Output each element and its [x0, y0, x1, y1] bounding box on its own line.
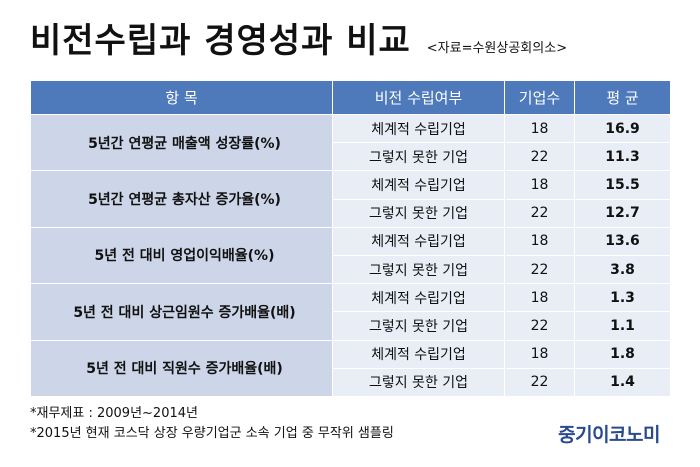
table-row: 5년간 연평균 매출액 성장률(%) 체계적 수립기업 18 16.9	[30, 113, 671, 172]
item-label: 5년 전 대비 영업이익배율(%)	[30, 226, 333, 285]
header-vision: 비전 수립여부	[332, 80, 505, 115]
vision-status: 체계적 수립기업	[332, 339, 505, 369]
table-row: 그렇지 못한 기업 22 11.3	[31, 142, 671, 172]
comparison-table: 항 목 비전 수립여부 기업수 평 균 5년간 연평균 매출액 성장률(%) 체…	[30, 80, 671, 397]
average-value: 1.1	[574, 311, 671, 341]
average-value: 1.4	[574, 367, 671, 397]
average-value: 15.5	[574, 170, 671, 200]
table-row: 5년 전 대비 상근임원수 증가배율(배) 체계적 수립기업 18 1.3	[30, 283, 671, 341]
average-value: 12.7	[574, 198, 671, 228]
vision-status: 체계적 수립기업	[332, 283, 505, 313]
source-label: <자료=수원상공회의소>	[426, 41, 568, 56]
publisher-logo: 중기이코노미	[558, 424, 660, 446]
average-value: 1.3	[574, 283, 671, 313]
title-bar: 비전수립과 경영성과 비교 <자료=수원상공회의소>	[30, 14, 567, 68]
company-count: 22	[504, 198, 575, 228]
company-count: 22	[504, 311, 575, 341]
page-title: 비전수립과 경영성과 비교	[30, 21, 411, 61]
table-row: 그렇지 못한 기업 22 1.4	[31, 367, 671, 397]
vision-status: 체계적 수립기업	[332, 226, 505, 256]
item-label: 5년 전 대비 직원수 증가배율(배)	[30, 339, 333, 397]
table-header-row: 항 목 비전 수립여부 기업수 평 균	[30, 80, 671, 115]
header-count: 기업수	[504, 80, 575, 115]
vision-status: 체계적 수립기업	[332, 170, 505, 200]
vision-status: 그렇지 못한 기업	[332, 367, 505, 397]
vision-status: 체계적 수립기업	[332, 113, 505, 144]
item-label: 5년간 연평균 매출액 성장률(%)	[30, 113, 333, 172]
company-count: 18	[504, 170, 575, 200]
footnotes: *재무제표 : 2009년~2014년 *2015년 현재 코스닥 상장 우량기…	[30, 404, 394, 444]
company-count: 18	[504, 226, 575, 256]
footnote-sample: *2015년 현재 코스닥 상장 우량기업군 소속 기업 중 무작위 샘플링	[30, 426, 394, 441]
item-label: 5년 전 대비 상근임원수 증가배율(배)	[30, 283, 333, 341]
table-row: 5년간 연평균 총자산 증가율(%) 체계적 수립기업 18 15.5	[30, 170, 671, 228]
average-value: 16.9	[574, 113, 671, 144]
table-row: 5년 전 대비 영업이익배율(%) 체계적 수립기업 18 13.6	[30, 226, 671, 285]
header-item: 항 목	[30, 80, 333, 115]
average-value: 1.8	[574, 339, 671, 369]
vision-status: 그렇지 못한 기업	[332, 254, 505, 285]
average-value: 11.3	[574, 142, 671, 172]
company-count: 18	[504, 283, 575, 313]
company-count: 18	[504, 339, 575, 369]
vision-status: 그렇지 못한 기업	[332, 198, 505, 228]
footnote-period: *재무제표 : 2009년~2014년	[30, 406, 198, 421]
table-row: 그렇지 못한 기업 22 12.7	[31, 198, 671, 228]
vision-status: 그렇지 못한 기업	[332, 142, 505, 172]
table-row: 그렇지 못한 기업 22 1.1	[31, 311, 671, 341]
company-count: 18	[504, 113, 575, 144]
table-row: 5년 전 대비 직원수 증가배율(배) 체계적 수립기업 18 1.8	[30, 339, 671, 397]
item-label: 5년간 연평균 총자산 증가율(%)	[30, 170, 333, 228]
vision-status: 그렇지 못한 기업	[332, 311, 505, 341]
company-count: 22	[504, 254, 575, 285]
company-count: 22	[504, 142, 575, 172]
company-count: 22	[504, 367, 575, 397]
average-value: 13.6	[574, 226, 671, 256]
table-row: 그렇지 못한 기업 22 3.8	[31, 254, 671, 285]
header-average: 평 균	[574, 80, 671, 115]
average-value: 3.8	[574, 254, 671, 285]
